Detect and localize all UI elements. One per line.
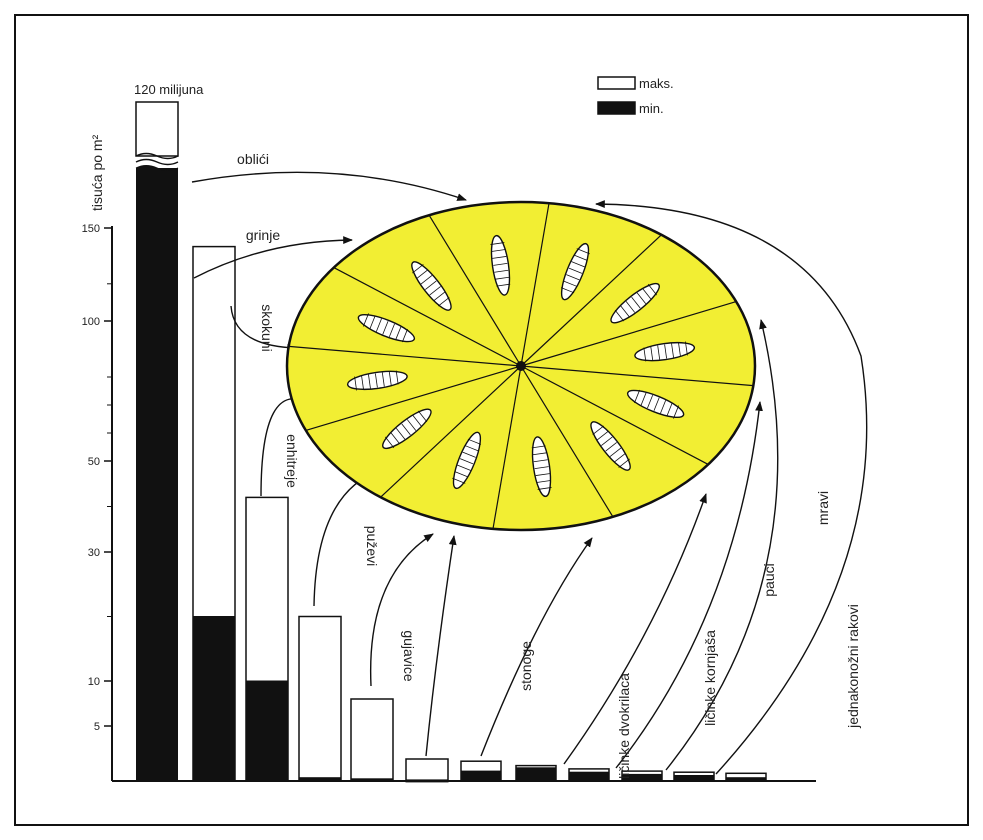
legend: maks. min. bbox=[597, 76, 674, 116]
axis-break-mark bbox=[135, 152, 179, 160]
organism-sketch bbox=[411, 261, 452, 311]
first-bar-top-label: 120 milijuna bbox=[134, 82, 204, 97]
category-arrow bbox=[191, 171, 467, 201]
y-axis-title: tisuća po m² bbox=[89, 134, 105, 211]
y-tick-label: 10 bbox=[88, 676, 100, 688]
bar-max bbox=[350, 698, 394, 782]
bar-min bbox=[245, 680, 289, 782]
bar-max bbox=[135, 101, 179, 157]
y-tick-label: 30 bbox=[88, 547, 100, 559]
legend-max-label: maks. bbox=[639, 76, 674, 91]
disc-divider bbox=[520, 365, 709, 465]
bar-min bbox=[673, 775, 715, 782]
organism-sketch bbox=[452, 431, 482, 490]
organism-sketch bbox=[560, 242, 590, 301]
category-arrow bbox=[595, 200, 868, 775]
category-label: jednakonožni rakovi bbox=[845, 604, 861, 729]
legend-min-label: min. bbox=[639, 101, 664, 116]
y-axis-ticks: 150 100 50 30 10 5 bbox=[82, 223, 112, 733]
figure-frame: tisuća po m² 150 100 50 30 10 5 120 milijuna … bbox=[14, 14, 969, 826]
disc-divider bbox=[520, 301, 737, 367]
disc-divider bbox=[520, 203, 550, 367]
disc-divider bbox=[520, 234, 662, 367]
y-tick-label: 100 bbox=[82, 316, 100, 328]
category-arrow bbox=[615, 401, 763, 769]
organism-sketch bbox=[610, 282, 660, 324]
organism-sketch bbox=[634, 341, 696, 362]
organism-sketch bbox=[357, 313, 416, 343]
disc-divider bbox=[380, 365, 522, 498]
disc-divider bbox=[520, 365, 614, 518]
bar-min bbox=[568, 771, 610, 782]
category-label: gujavice bbox=[401, 630, 417, 682]
category-labels: oblići grinje skokuni enhitreje puževi gujavi… bbox=[237, 151, 861, 779]
category-arrow bbox=[369, 533, 434, 687]
bar-min bbox=[725, 777, 767, 782]
bars-group bbox=[135, 101, 767, 783]
bar-min bbox=[136, 168, 178, 781]
organism-sketch bbox=[346, 370, 408, 391]
category-arrow bbox=[563, 493, 707, 765]
axis-break-mark bbox=[135, 165, 179, 171]
y-tick-label: 5 bbox=[94, 721, 100, 733]
disc-center bbox=[516, 361, 526, 371]
disc-divider bbox=[305, 365, 522, 431]
organism-sketch bbox=[382, 408, 432, 450]
category-arrow bbox=[230, 305, 297, 352]
category-label: stonoge bbox=[518, 641, 534, 691]
organism-sketch bbox=[490, 234, 511, 296]
bar-min bbox=[192, 616, 236, 782]
bar-min bbox=[350, 778, 394, 782]
category-label: oblići bbox=[237, 151, 269, 167]
bar-min bbox=[460, 770, 502, 782]
disc-divider bbox=[428, 214, 522, 367]
disc-divider bbox=[333, 267, 522, 367]
category-label: mravi bbox=[815, 491, 831, 525]
category-label: pauci bbox=[761, 563, 777, 596]
organism-sketch bbox=[590, 421, 631, 471]
category-arrow bbox=[425, 535, 457, 757]
organism-sketch bbox=[626, 389, 685, 419]
bar-min bbox=[515, 767, 557, 782]
axis-break-mark bbox=[135, 158, 179, 166]
disc-divider bbox=[520, 365, 754, 387]
category-label: puževi bbox=[364, 526, 380, 566]
bar-min bbox=[621, 773, 663, 782]
category-label: ličinke kornjaša bbox=[702, 630, 718, 726]
bar-min bbox=[405, 779, 449, 783]
bar-max bbox=[405, 758, 449, 782]
bar-max bbox=[298, 615, 342, 782]
y-tick-label: 150 bbox=[82, 223, 100, 235]
legend-min-swatch bbox=[597, 101, 636, 115]
fauna-disc bbox=[285, 200, 757, 532]
arrows-group bbox=[191, 171, 868, 775]
legend-max-swatch bbox=[597, 76, 636, 90]
category-arrow bbox=[193, 236, 353, 279]
disc-divider bbox=[492, 365, 522, 529]
category-label: grinje bbox=[246, 227, 280, 243]
category-label: skokuni bbox=[259, 304, 275, 351]
category-label: ličinke dvokrilaca bbox=[616, 673, 632, 779]
bar-min bbox=[298, 777, 342, 782]
disc-divider bbox=[288, 345, 522, 367]
category-arrow bbox=[665, 319, 779, 771]
organism-sketch bbox=[531, 436, 552, 498]
category-label: enhitreje bbox=[284, 434, 300, 488]
category-arrow bbox=[480, 537, 593, 757]
y-tick-label: 50 bbox=[88, 456, 100, 468]
